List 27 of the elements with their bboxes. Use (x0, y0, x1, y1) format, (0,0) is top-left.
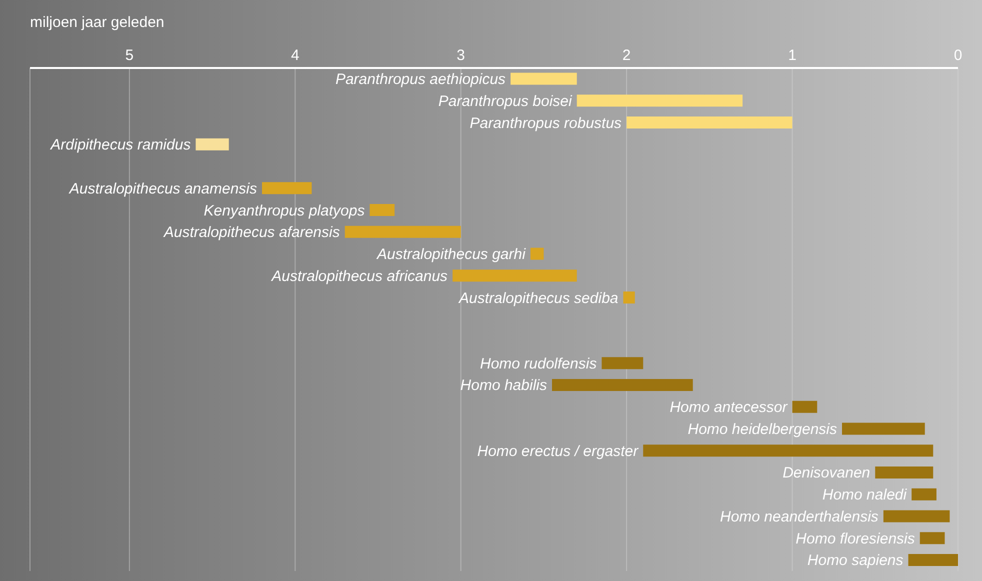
y-tick-label: Australopithecus africanus (270, 268, 448, 285)
y-tick-label: Ardipithecus ramidus (50, 136, 192, 154)
y-tick-label: Homo rudolfensis (480, 355, 598, 372)
x-tick-label: 3 (456, 47, 466, 64)
y-tick-label: Australopithecus garhi (376, 246, 526, 264)
y-tick-label: Kenyanthropus platyops (204, 202, 366, 220)
y-tick-label: Australopithecus sediba (458, 290, 618, 307)
x-tick-label: 2 (622, 47, 631, 64)
y-tick-label: Homo heidelbergensis (688, 420, 838, 438)
y-tick-label: Paranthropus robustus (470, 114, 622, 132)
y-tick-label: Denisovanen (782, 464, 870, 482)
y-tick-label: Paranthropus aethiopicus (335, 71, 506, 88)
y-tick-label: Homo sapiens (807, 552, 904, 570)
y-tick-label: Homo erectus / ergaster (477, 442, 640, 460)
y-tick-label: Australopithecus anamensis (68, 180, 258, 198)
y-tick-label: Homo floresiensis (796, 530, 916, 548)
y-tick-label: Australopithecus afarensis (162, 224, 340, 242)
y-tick-label: Homo antecessor (670, 399, 788, 416)
y-tick-label: Homo habilis (460, 377, 548, 394)
y-tick-label: Homo naledi (822, 486, 908, 504)
x-tick-label: 0 (954, 47, 962, 64)
y-tick-label: Homo neanderthalensis (720, 508, 879, 526)
x-tick-label: 4 (290, 47, 300, 64)
x-axis-title: miljoen jaar geleden (30, 14, 164, 31)
x-tick-label: 5 (125, 47, 134, 64)
x-tick-label: 1 (788, 47, 796, 64)
y-tick-label: Paranthropus boisei (438, 92, 573, 110)
